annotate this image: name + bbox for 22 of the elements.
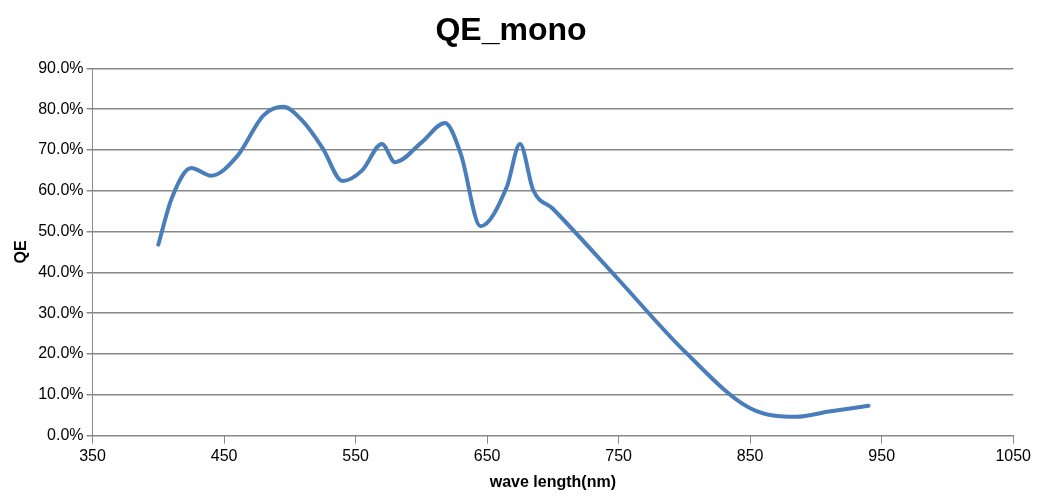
x-tick-label: 550	[342, 446, 370, 464]
x-tick-label: 450	[210, 446, 238, 464]
x-axis-title: wave length(nm)	[488, 472, 616, 490]
y-tick-label: 90.0%	[38, 58, 84, 76]
y-tick-label: 40.0%	[38, 262, 84, 280]
x-tick-label: 1050	[995, 446, 1032, 464]
y-tick-label: 0.0%	[47, 426, 84, 444]
chart-title: QE_mono	[435, 11, 587, 48]
x-tick-label: 350	[79, 446, 107, 464]
y-tick-label: 80.0%	[38, 99, 84, 117]
y-tick-label: 20.0%	[38, 344, 84, 362]
x-tick-label: 950	[868, 446, 896, 464]
y-tick-label: 10.0%	[38, 385, 84, 403]
y-tick-label: 50.0%	[38, 222, 84, 240]
y-tick-label: 60.0%	[38, 181, 84, 199]
x-tick-label: 850	[736, 446, 764, 464]
y-tick-label: 30.0%	[38, 303, 84, 321]
line-series	[156, 104, 871, 419]
y-tick-label: 70.0%	[38, 140, 84, 158]
x-tick-label: 750	[605, 446, 633, 464]
x-tick-label: 650	[473, 446, 501, 464]
y-axis-title: QE	[12, 240, 30, 264]
